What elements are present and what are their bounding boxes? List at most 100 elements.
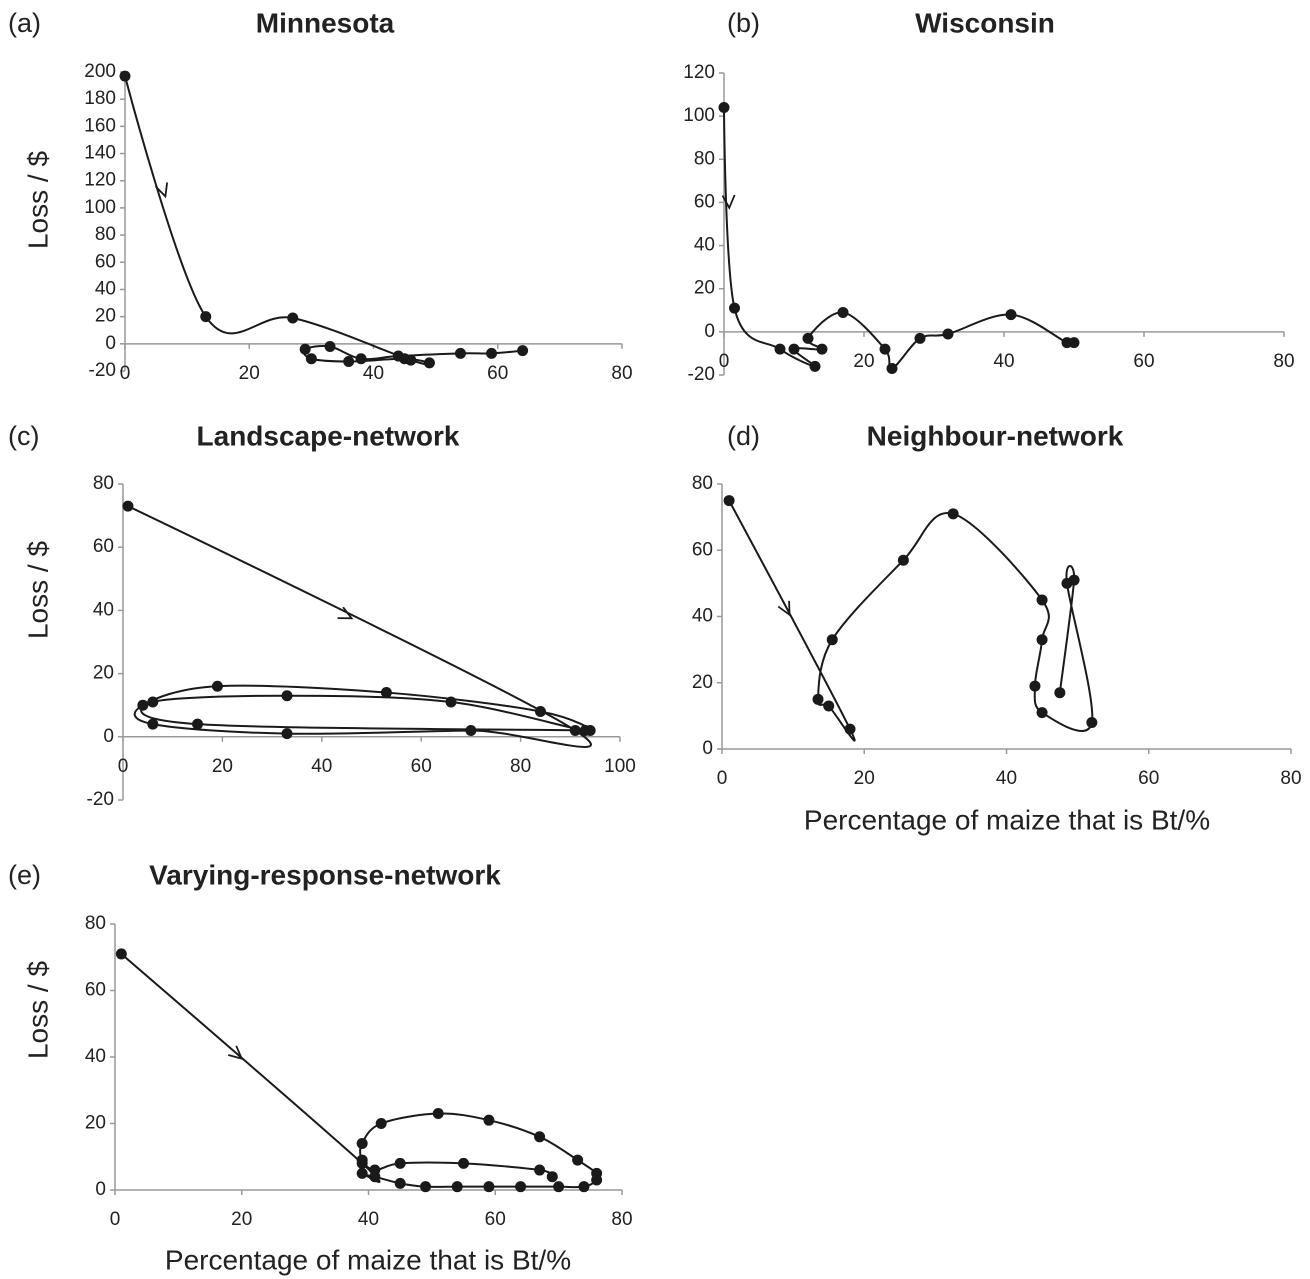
- data-point: [147, 696, 159, 708]
- data-point: [458, 1157, 470, 1169]
- y-tick-label: 20: [694, 278, 715, 299]
- data-line: [728, 500, 1094, 742]
- y-tick-label: 40: [95, 278, 116, 299]
- x-tick-label: 0: [719, 351, 730, 372]
- data-point: [1068, 574, 1080, 586]
- x-tick-label: 0: [110, 1209, 121, 1230]
- x-tick-label: 0: [717, 768, 728, 789]
- chart-title: Wisconsin: [915, 7, 1055, 38]
- y-tick-label: 0: [95, 1179, 106, 1200]
- direction-arrow: [337, 606, 354, 620]
- data-point: [423, 357, 435, 369]
- data-point: [584, 724, 596, 736]
- data-point: [451, 1181, 463, 1193]
- data-point: [1086, 717, 1098, 728]
- data-point: [569, 724, 581, 736]
- data-point: [281, 728, 293, 740]
- data-point: [445, 696, 457, 708]
- data-point: [897, 554, 909, 566]
- y-tick-label: 60: [93, 536, 114, 557]
- x-tick-label: 0: [120, 363, 131, 384]
- y-tick-label: 80: [95, 224, 116, 245]
- y-tick-label: 80: [694, 148, 715, 169]
- y-tick-label: 0: [105, 333, 116, 354]
- data-point: [1054, 687, 1066, 699]
- x-tick-label: 20: [854, 768, 875, 789]
- data-point: [356, 1154, 368, 1166]
- y-tick-label: 180: [84, 88, 116, 109]
- data-point: [802, 332, 814, 344]
- data-point: [788, 343, 800, 355]
- y-tick-label: 20: [93, 663, 114, 684]
- data-point: [826, 634, 838, 646]
- y-tick-label: 40: [85, 1046, 106, 1067]
- data-point: [774, 343, 786, 355]
- data-point: [369, 1164, 381, 1176]
- data-point: [591, 1167, 603, 1179]
- data-point: [1036, 594, 1048, 606]
- y-tick-label: 20: [692, 672, 713, 693]
- data-point: [119, 70, 131, 82]
- y-tick-label: 0: [103, 726, 114, 747]
- y-tick-label: 120: [683, 62, 715, 83]
- data-line: [723, 107, 1076, 370]
- x-tick-label: 80: [1280, 768, 1301, 789]
- y-tick-label: 0: [704, 321, 715, 342]
- y-tick-label: 40: [93, 599, 114, 620]
- y-tick-label: 60: [95, 251, 116, 272]
- data-point: [844, 723, 856, 735]
- direction-arrow: [777, 600, 791, 617]
- data-point: [729, 302, 740, 314]
- data-point: [572, 1154, 584, 1166]
- y-tick-label: 0: [702, 738, 713, 759]
- chart-title: Varying-response-network: [149, 859, 501, 890]
- data-point: [483, 1181, 495, 1193]
- data-point: [305, 353, 317, 365]
- y-tick-label: 200: [84, 61, 116, 82]
- data-point: [432, 1108, 444, 1120]
- data-point: [517, 345, 529, 357]
- x-tick-label: 60: [1133, 351, 1154, 372]
- data-point: [324, 341, 336, 353]
- data-point: [394, 1157, 406, 1169]
- data-point: [299, 343, 311, 355]
- x-tick-label: 60: [485, 1209, 506, 1230]
- y-tick-label: 40: [692, 606, 713, 627]
- x-axis-label: Percentage of maize that is Bt/%: [804, 804, 1210, 835]
- data-point: [392, 350, 404, 362]
- x-tick-label: 60: [487, 363, 508, 384]
- y-tick-label: 20: [95, 306, 116, 327]
- x-tick-label: 80: [510, 756, 531, 777]
- chart-title: Minnesota: [256, 7, 395, 38]
- data-point: [578, 1181, 590, 1193]
- y-axis-label: Loss / $: [22, 151, 53, 249]
- data-point: [355, 353, 367, 365]
- data-point: [454, 347, 466, 359]
- data-point: [115, 948, 127, 960]
- direction-arrow: [228, 1045, 244, 1061]
- data-point: [287, 312, 299, 324]
- x-tick-label: 40: [358, 1209, 379, 1230]
- y-tick-label: -20: [89, 360, 116, 381]
- data-point: [211, 680, 223, 692]
- panel-label: (b): [727, 8, 760, 38]
- y-tick-label: 80: [93, 473, 114, 494]
- data-point: [816, 343, 828, 355]
- data-point: [343, 355, 355, 367]
- y-tick-label: 80: [85, 913, 106, 934]
- y-tick-label: 60: [692, 539, 713, 560]
- data-point: [1036, 634, 1048, 646]
- data-point: [812, 693, 824, 705]
- data-line: [124, 75, 523, 366]
- data-line: [127, 505, 592, 748]
- y-tick-label: 100: [683, 105, 715, 126]
- y-axis-label: Loss / $: [22, 961, 53, 1059]
- data-point: [942, 328, 954, 340]
- y-tick-label: -20: [87, 789, 114, 810]
- data-point: [534, 706, 546, 718]
- x-tick-label: 40: [993, 351, 1014, 372]
- y-tick-label: 60: [85, 980, 106, 1001]
- x-tick-label: 80: [611, 1209, 632, 1230]
- panel-label: (a): [8, 8, 41, 38]
